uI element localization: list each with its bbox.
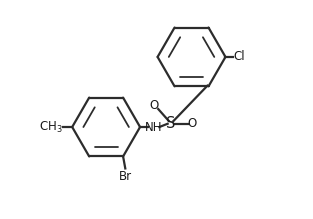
- Text: O: O: [150, 99, 159, 112]
- Text: O: O: [187, 117, 196, 130]
- Text: S: S: [166, 116, 175, 131]
- Text: NH: NH: [145, 120, 162, 134]
- Text: CH$_3$: CH$_3$: [39, 120, 63, 134]
- Text: Cl: Cl: [234, 50, 245, 64]
- Text: Br: Br: [119, 170, 132, 183]
